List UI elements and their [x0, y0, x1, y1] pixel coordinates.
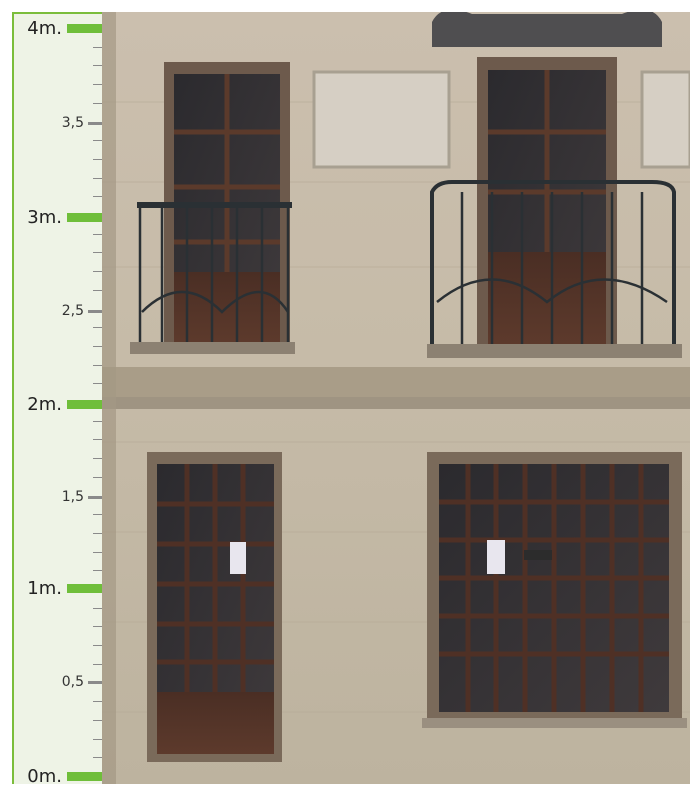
ruler-minor-tick [93, 719, 102, 721]
ruler-minor-tick [93, 271, 102, 273]
ruler-label-0m: 0m. [27, 766, 62, 787]
ruler-label-3-5: 3,5 [61, 115, 84, 131]
ruler-minor-tick [93, 757, 102, 759]
ruler-minor-tick [93, 738, 102, 740]
ruler-label-4m: 4m. [27, 18, 62, 39]
ruler-label-2-5: 2,5 [61, 303, 84, 319]
ruler-minor-tick [93, 645, 102, 647]
ruler-label-1m: 1m. [27, 578, 62, 599]
ruler-minor-tick [93, 626, 102, 628]
ruler-label-2m: 2m. [27, 394, 62, 415]
ruler-minor-tick [93, 570, 102, 572]
ruler-minor-tick [93, 65, 102, 67]
ruler-minor-tick [93, 140, 102, 142]
stone-plaque-left [312, 70, 451, 169]
ruler-bar [67, 213, 102, 222]
ruler-minor-tick [93, 439, 102, 441]
ruler-minor-tick [93, 233, 102, 235]
ruler-minor-tick [93, 84, 102, 86]
ruler-minor-tick [93, 607, 102, 609]
ruler-minor-tick [93, 252, 102, 254]
stone-plaque-right [640, 70, 690, 169]
building-facade-photo [102, 12, 690, 784]
notice-sheet-right [487, 540, 505, 574]
upper-left-balcony [130, 202, 295, 354]
ruler-bar [67, 400, 102, 409]
ruler-minor-tick [93, 327, 102, 329]
height-ruler: 4m. 3,5 3m. 2,5 2m. 1,5 1m. 0,5 0m. [12, 12, 102, 787]
ruler-bar [67, 584, 102, 593]
ruler-minor-tick [93, 383, 102, 385]
ruler-minor-tick [93, 551, 102, 553]
ruler-minor-tick [93, 289, 102, 291]
notice-sheet-left [230, 542, 246, 574]
ruler-minor-tick [93, 364, 102, 366]
ruler-minor-tick [93, 158, 102, 160]
ruler-minor-tick [93, 177, 102, 179]
ornament-carving [432, 12, 662, 47]
upper-right-balcony [427, 180, 682, 358]
ruler-label-3m: 3m. [27, 207, 62, 228]
ruler-minor-tick [93, 46, 102, 48]
ruler-label-1-5: 1,5 [61, 489, 84, 505]
ruler-minor-tick [93, 458, 102, 460]
ruler-minor-tick [93, 514, 102, 516]
floor-cornice [102, 367, 690, 397]
ruler-bar [67, 24, 102, 33]
facade-illustration [102, 12, 690, 784]
ruler-bar [67, 772, 102, 781]
ruler-minor-tick [93, 701, 102, 703]
ruler-minor-tick [93, 532, 102, 534]
ruler-minor-tick [93, 196, 102, 198]
ruler-minor-tick [93, 102, 102, 104]
ruler-label-0-5: 0,5 [61, 674, 84, 690]
ruler-minor-tick [93, 420, 102, 422]
ruler-minor-tick [93, 476, 102, 478]
small-sign [524, 550, 552, 560]
ruler-minor-tick [93, 345, 102, 347]
ruler-minor-tick [93, 663, 102, 665]
